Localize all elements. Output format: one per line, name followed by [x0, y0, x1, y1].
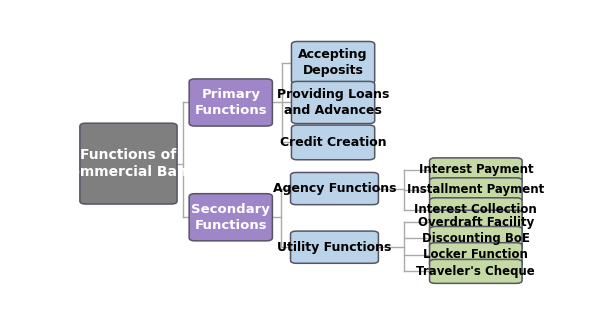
Text: Functions of
Commercial Bank: Functions of Commercial Bank: [61, 148, 196, 179]
FancyBboxPatch shape: [430, 158, 522, 182]
FancyBboxPatch shape: [430, 178, 522, 202]
FancyBboxPatch shape: [292, 81, 374, 123]
FancyBboxPatch shape: [189, 194, 272, 241]
Text: Primary
Functions: Primary Functions: [194, 88, 267, 117]
Text: Discounting BoE: Discounting BoE: [422, 232, 530, 245]
Text: Interest Payment: Interest Payment: [419, 163, 533, 176]
Text: Locker Function: Locker Function: [424, 248, 528, 261]
FancyBboxPatch shape: [430, 260, 522, 284]
FancyBboxPatch shape: [292, 125, 374, 160]
FancyBboxPatch shape: [292, 41, 374, 84]
Text: Providing Loans
and Advances: Providing Loans and Advances: [277, 88, 389, 117]
FancyBboxPatch shape: [189, 79, 272, 126]
FancyBboxPatch shape: [290, 231, 379, 263]
FancyBboxPatch shape: [290, 172, 379, 205]
Text: Overdraft Facility: Overdraft Facility: [418, 216, 534, 229]
Text: Accepting
Deposits: Accepting Deposits: [298, 48, 368, 77]
Text: Agency Functions: Agency Functions: [273, 182, 396, 195]
FancyBboxPatch shape: [80, 123, 177, 204]
FancyBboxPatch shape: [430, 243, 522, 267]
Text: Installment Payment: Installment Payment: [407, 183, 544, 196]
Text: Secondary
Functions: Secondary Functions: [191, 203, 270, 232]
Text: Traveler's Cheque: Traveler's Cheque: [416, 265, 535, 278]
Text: Interest Collection: Interest Collection: [415, 203, 537, 216]
Text: Credit Creation: Credit Creation: [280, 136, 386, 149]
FancyBboxPatch shape: [430, 226, 522, 250]
Text: Utility Functions: Utility Functions: [277, 241, 392, 254]
FancyBboxPatch shape: [430, 210, 522, 234]
FancyBboxPatch shape: [430, 198, 522, 222]
